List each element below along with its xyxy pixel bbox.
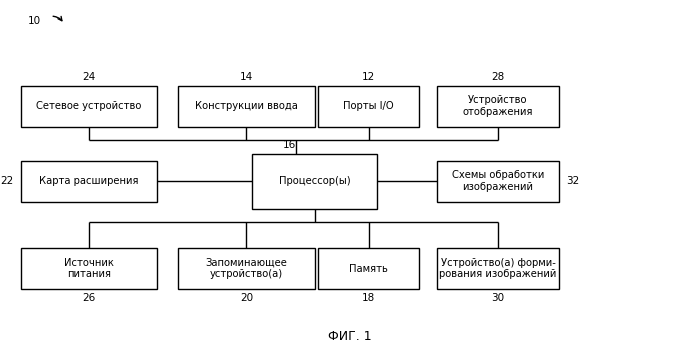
Text: 16: 16: [283, 140, 296, 150]
Text: 22: 22: [1, 176, 14, 186]
Text: Карта расширения: Карта расширения: [39, 176, 139, 186]
Text: Конструкции ввода: Конструкции ввода: [195, 101, 298, 111]
FancyArrowPatch shape: [53, 16, 62, 21]
Text: 24: 24: [82, 72, 96, 82]
Text: Процессор(ы): Процессор(ы): [279, 176, 350, 186]
FancyBboxPatch shape: [21, 161, 157, 202]
FancyBboxPatch shape: [437, 86, 559, 127]
FancyBboxPatch shape: [21, 248, 157, 289]
Text: Память: Память: [350, 263, 388, 274]
Text: Схемы обработки
изображений: Схемы обработки изображений: [452, 170, 545, 192]
Text: 28: 28: [491, 72, 505, 82]
FancyBboxPatch shape: [437, 248, 559, 289]
Text: Устройство
отображения: Устройство отображения: [463, 95, 533, 117]
Text: Сетевое устройство: Сетевое устройство: [36, 101, 142, 111]
Text: 32: 32: [566, 176, 579, 186]
FancyBboxPatch shape: [178, 86, 315, 127]
FancyBboxPatch shape: [21, 86, 157, 127]
Text: Порты I/O: Порты I/O: [343, 101, 394, 111]
Text: 26: 26: [82, 293, 96, 303]
FancyBboxPatch shape: [437, 161, 559, 202]
FancyBboxPatch shape: [318, 248, 419, 289]
FancyBboxPatch shape: [178, 248, 315, 289]
FancyBboxPatch shape: [252, 154, 377, 209]
FancyBboxPatch shape: [318, 86, 419, 127]
Text: 10: 10: [28, 16, 41, 26]
Text: Запоминающее
устройство(а): Запоминающее устройство(а): [206, 258, 287, 280]
Text: 18: 18: [362, 293, 375, 303]
Text: 30: 30: [491, 293, 505, 303]
Text: 20: 20: [240, 293, 253, 303]
Text: Устройство(а) форми-
рования изображений: Устройство(а) форми- рования изображений: [440, 258, 556, 280]
Text: Источник
питания: Источник питания: [64, 258, 114, 280]
Text: ФИГ. 1: ФИГ. 1: [328, 330, 371, 343]
Text: 14: 14: [240, 72, 253, 82]
Text: 12: 12: [362, 72, 375, 82]
